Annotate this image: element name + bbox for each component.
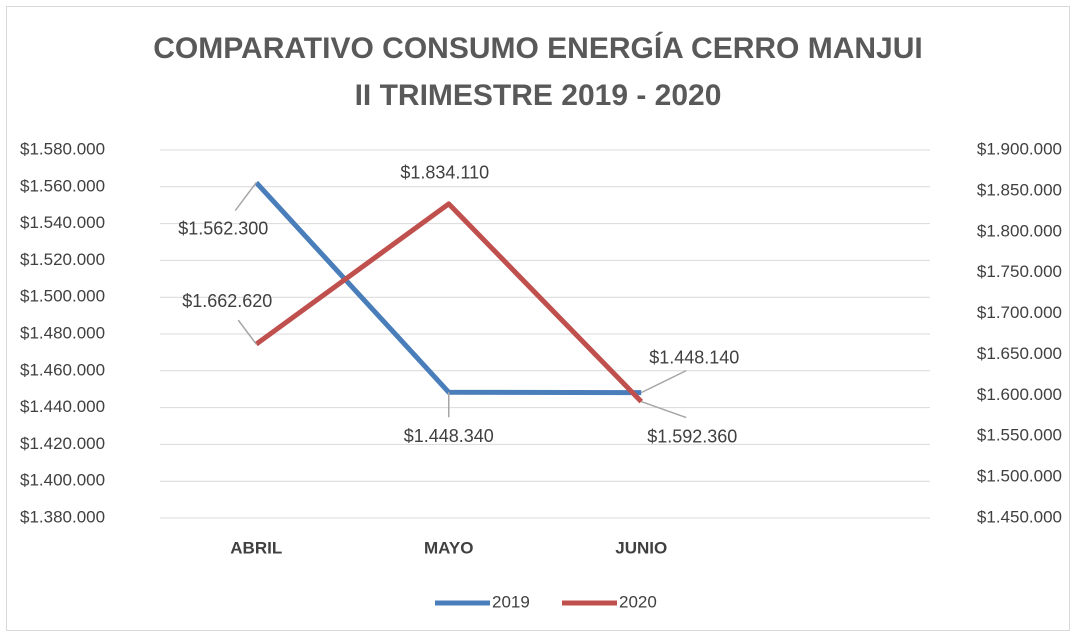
y2-tick-label: $1.900.000 (977, 139, 1062, 158)
y2-tick-label: $1.500.000 (977, 467, 1062, 486)
x-tick-label: ABRIL (230, 538, 282, 557)
y2-tick-label: $1.450.000 (977, 507, 1062, 526)
y-tick-label: $1.520.000 (20, 250, 105, 269)
series-line (254, 180, 642, 396)
y-tick-label: $1.400.000 (20, 471, 105, 490)
legend-label: 2020 (619, 592, 657, 611)
y2-tick-label: $1.550.000 (977, 426, 1062, 445)
y-tick-label: $1.540.000 (20, 213, 105, 232)
leader-line (640, 369, 687, 394)
y-tick-label: $1.580.000 (20, 139, 105, 158)
y2-tick-label: $1.650.000 (977, 344, 1062, 363)
data-label: $1.834.110 (400, 163, 489, 183)
chart-title: COMPARATIVO CONSUMO ENERGÍA CERRO MANJUI (153, 31, 922, 65)
x-tick-label: JUNIO (615, 538, 667, 557)
y2-tick-label: $1.600.000 (977, 385, 1062, 404)
y2-tick-label: $1.800.000 (977, 221, 1062, 240)
legend-label: 2019 (492, 592, 530, 611)
y-tick-label: $1.480.000 (20, 323, 105, 342)
y-tick-label: $1.420.000 (20, 434, 105, 453)
chart-border (6, 6, 1070, 631)
series-line (254, 201, 644, 404)
y-tick-label: $1.460.000 (20, 360, 105, 379)
chart-title: II TRIMESTRE 2019 - 2020 (355, 79, 722, 112)
data-label: $1.448.340 (404, 426, 494, 446)
leader-line (640, 400, 687, 419)
y2-tick-label: $1.750.000 (977, 262, 1062, 281)
leader-line (237, 319, 257, 345)
data-label: $1.562.300 (178, 218, 268, 238)
x-tick-label: MAYO (424, 538, 473, 557)
leader-line (234, 182, 257, 212)
y2-tick-label: $1.850.000 (977, 180, 1062, 199)
data-label: $1.448.140 (649, 347, 739, 367)
y-tick-label: $1.380.000 (20, 507, 105, 526)
y2-tick-label: $1.700.000 (977, 303, 1062, 322)
y-tick-label: $1.440.000 (20, 397, 105, 416)
data-label: $1.662.620 (182, 291, 272, 311)
y-tick-label: $1.560.000 (20, 176, 105, 195)
y-tick-label: $1.500.000 (20, 287, 105, 306)
data-label: $1.592.360 (647, 426, 737, 446)
